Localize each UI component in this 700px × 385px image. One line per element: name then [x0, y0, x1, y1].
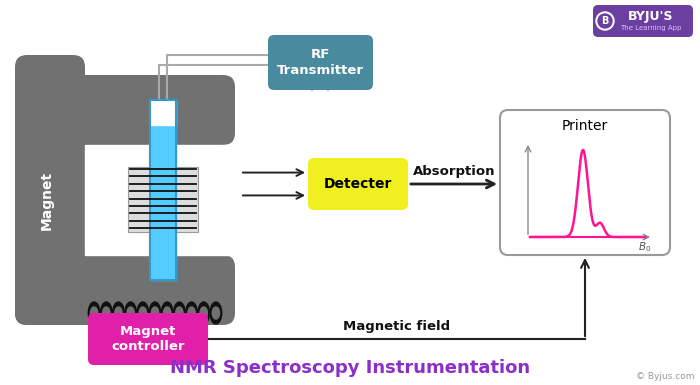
- Text: Magnetic field: Magnetic field: [343, 320, 450, 333]
- Circle shape: [596, 12, 614, 30]
- Ellipse shape: [186, 302, 197, 324]
- Ellipse shape: [113, 302, 124, 324]
- Text: RF
Transmitter: RF Transmitter: [277, 48, 364, 77]
- Ellipse shape: [188, 307, 195, 319]
- FancyBboxPatch shape: [15, 255, 235, 325]
- FancyBboxPatch shape: [500, 110, 670, 255]
- Bar: [150, 125, 176, 280]
- Ellipse shape: [210, 302, 222, 324]
- Text: © Byjus.com: © Byjus.com: [636, 372, 695, 381]
- Ellipse shape: [212, 307, 220, 319]
- Ellipse shape: [88, 302, 100, 324]
- Ellipse shape: [164, 307, 171, 319]
- Ellipse shape: [115, 307, 122, 319]
- FancyBboxPatch shape: [593, 5, 693, 37]
- Bar: [150, 100, 176, 280]
- Text: Magnet
controller: Magnet controller: [111, 325, 185, 353]
- Ellipse shape: [149, 302, 161, 324]
- Bar: [85, 145, 240, 255]
- Ellipse shape: [174, 302, 185, 324]
- Ellipse shape: [90, 307, 98, 319]
- Ellipse shape: [176, 307, 183, 319]
- FancyBboxPatch shape: [15, 75, 235, 145]
- Bar: [150, 100, 176, 125]
- Ellipse shape: [151, 307, 159, 319]
- Circle shape: [598, 14, 612, 28]
- Text: Detecter: Detecter: [324, 177, 392, 191]
- Ellipse shape: [103, 307, 110, 319]
- Text: Printer: Printer: [562, 119, 608, 133]
- Text: Magnet: Magnet: [40, 171, 54, 229]
- FancyBboxPatch shape: [308, 158, 408, 210]
- Text: NMR Spectroscopy Instrumentation: NMR Spectroscopy Instrumentation: [170, 359, 530, 377]
- Text: $B_0$: $B_0$: [638, 240, 651, 254]
- Ellipse shape: [198, 302, 209, 324]
- FancyBboxPatch shape: [268, 35, 373, 90]
- Text: The Learning App: The Learning App: [620, 25, 682, 31]
- Text: BYJU'S: BYJU'S: [629, 10, 673, 23]
- FancyBboxPatch shape: [15, 55, 85, 325]
- Ellipse shape: [162, 302, 173, 324]
- Ellipse shape: [101, 302, 112, 324]
- Text: B: B: [601, 16, 609, 26]
- Ellipse shape: [125, 302, 136, 324]
- FancyBboxPatch shape: [88, 313, 208, 365]
- Ellipse shape: [127, 307, 134, 319]
- Ellipse shape: [139, 307, 146, 319]
- Bar: [128, 167, 198, 232]
- Ellipse shape: [200, 307, 207, 319]
- Ellipse shape: [137, 302, 148, 324]
- Text: Absorption: Absorption: [413, 165, 496, 178]
